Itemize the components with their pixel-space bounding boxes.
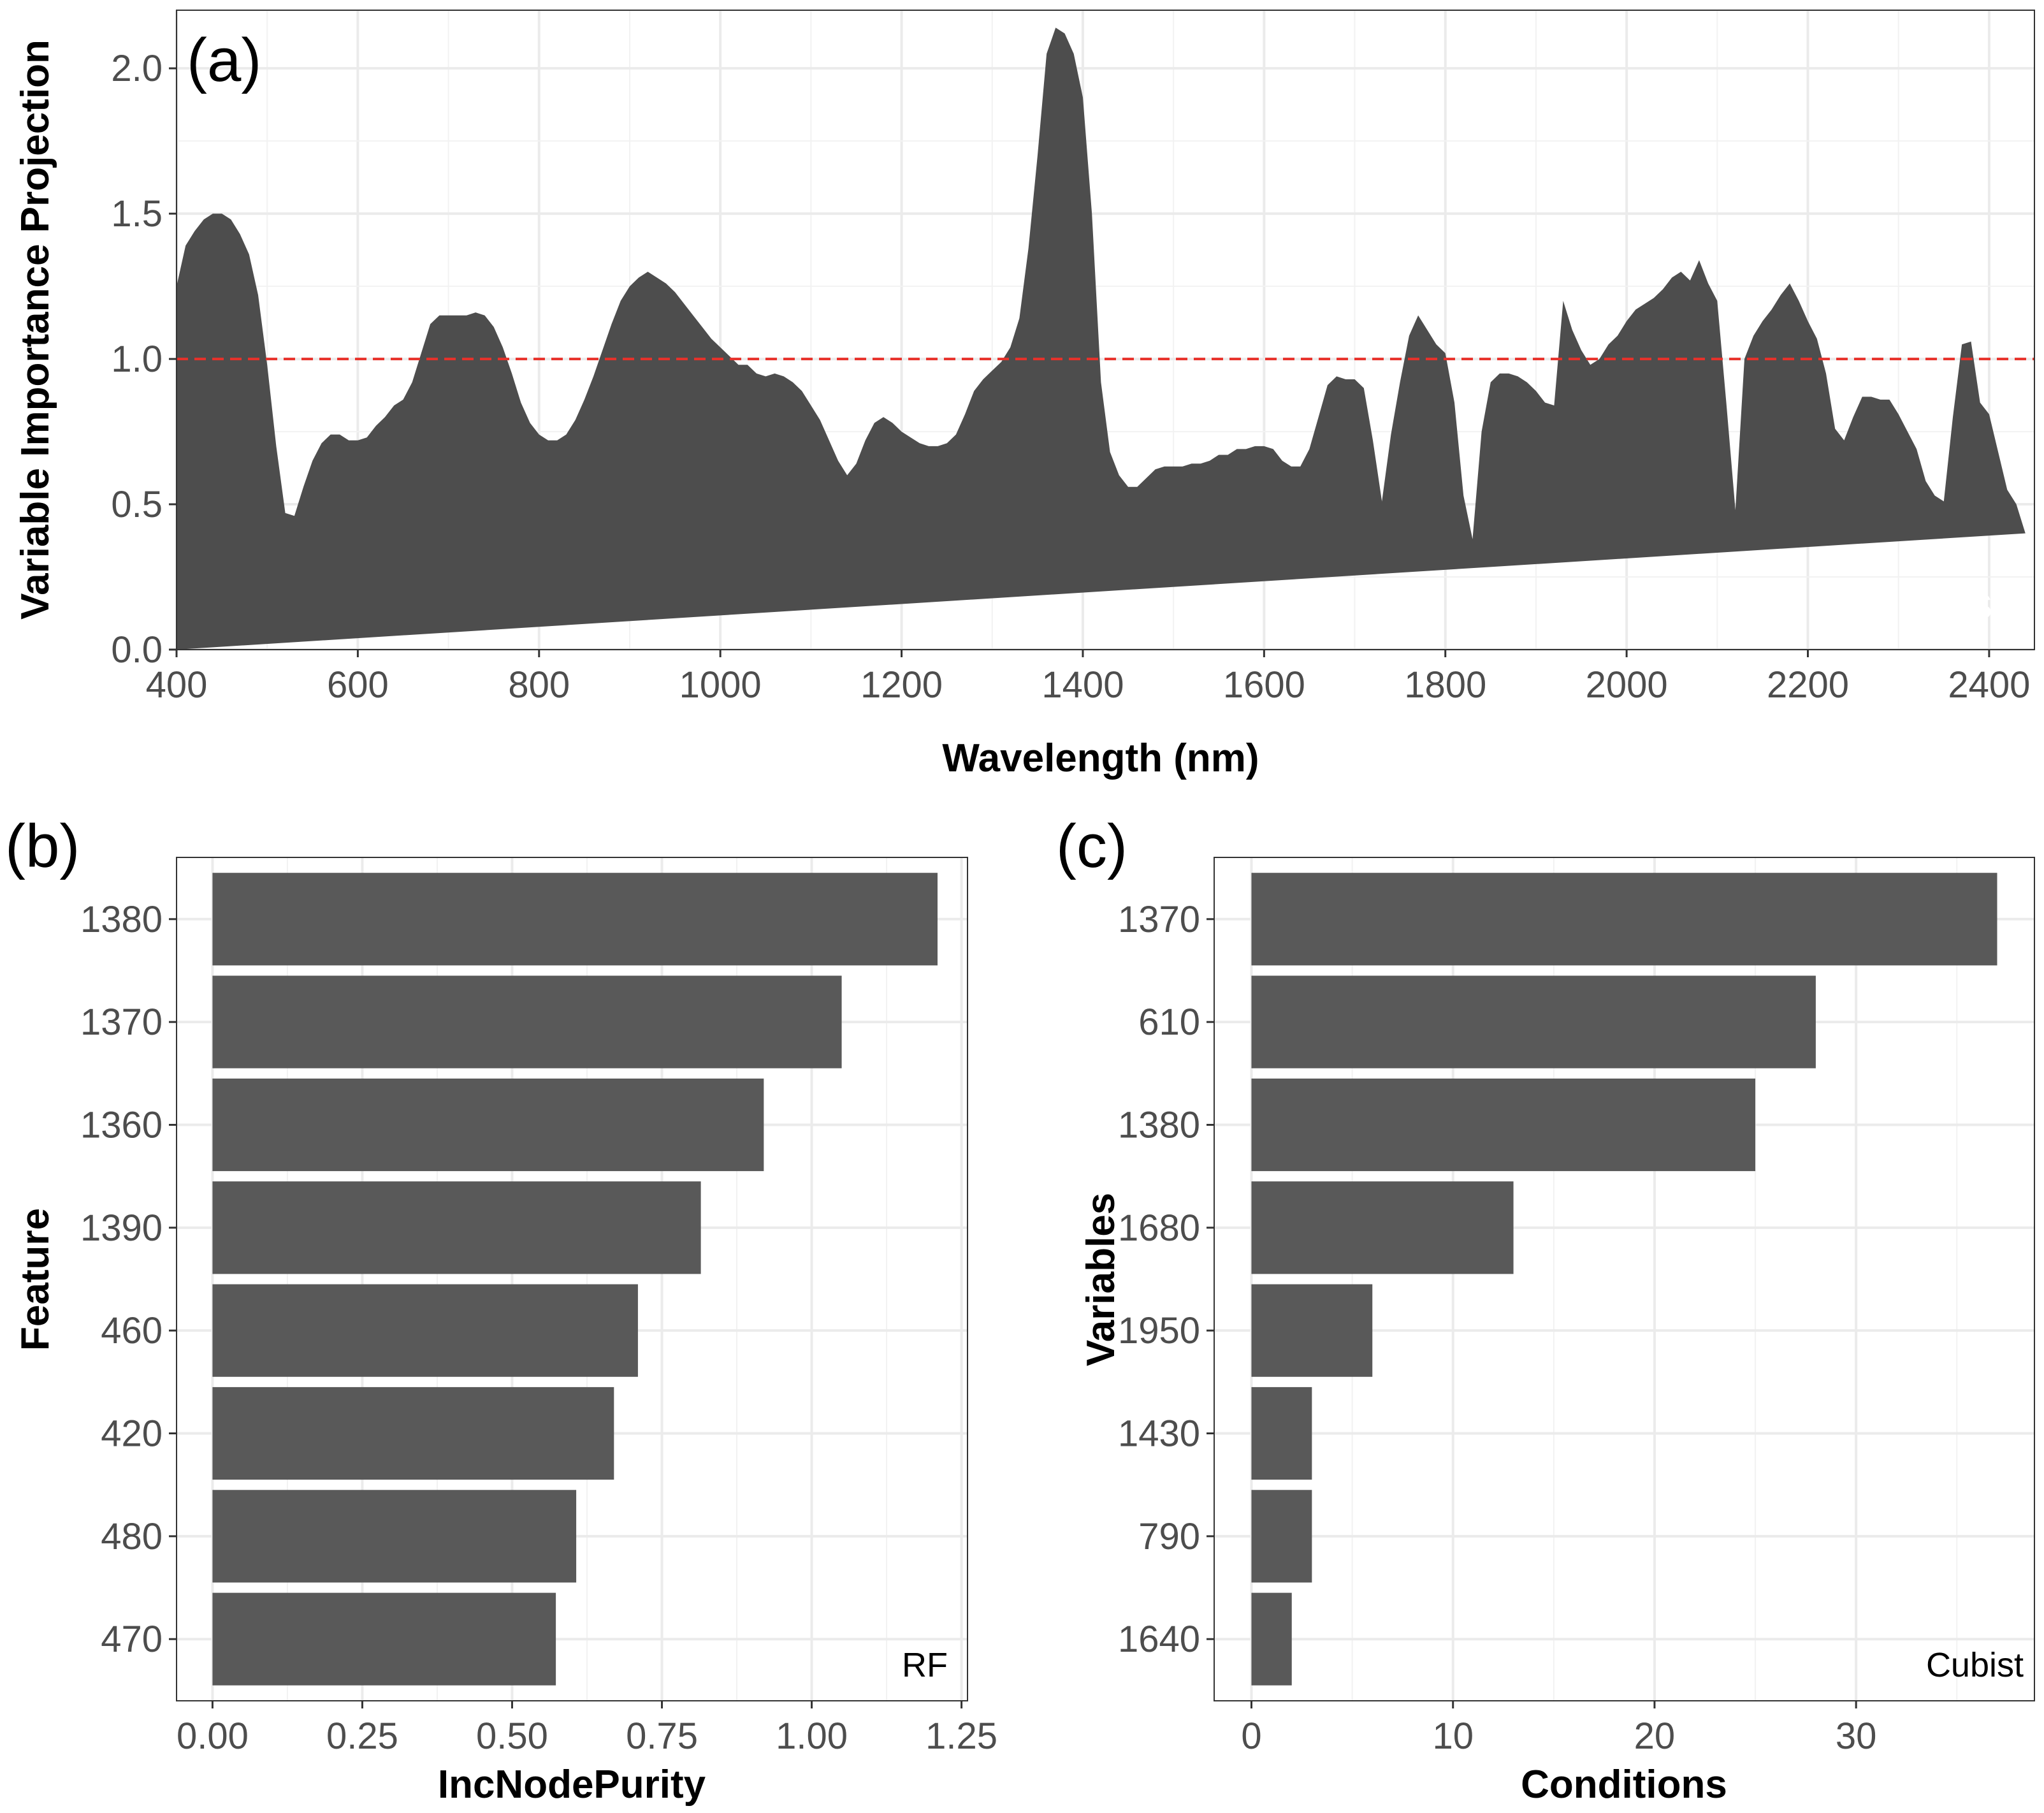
panel-c-y-tick-label: 1430 [1118,1413,1200,1455]
panel-a-y-tick-label: 2.0 [111,48,163,89]
panel-b-bar-470 [212,1592,556,1686]
panel-a: 400 600 800 1000 1200 1400 1600 1800 2000 2200 240… [13,10,2035,780]
panel-c-bar-1430 [1251,1387,1312,1480]
panel-b-x-tick-label: 0.50 [476,1715,548,1757]
panel-c-x-tick-label: 0 [1241,1715,1261,1757]
panel-c-y-tick-label: 1680 [1118,1207,1200,1249]
panel-b-bar-460 [212,1284,638,1377]
panel-c-bar-1370 [1251,873,1997,966]
panel-c-bar-1380 [1251,1078,1756,1172]
panel-a-y-tick-label: 1.5 [111,193,163,235]
panel-c-x-tick-label: 20 [1634,1715,1676,1757]
panel-c-ticks: 0 10 20 30 1370 610 1380 1680 1950 1430 790 1640 [1118,899,1876,1757]
panel-c-y-axis-title: Variables [1079,1193,1123,1366]
panel-a-tag: (a) [187,26,261,94]
panel-c-bar-790 [1251,1490,1312,1583]
panel-b-y-tick-label: 1370 [80,1001,163,1043]
panel-b-y-tick-label: 420 [101,1413,163,1455]
panel-b-y-tick-label: 1390 [80,1207,163,1249]
panel-a-y-tick-label: 1.0 [111,339,163,380]
panel-c-y-tick-label: 1380 [1118,1104,1200,1146]
panel-a-x-tick-label: 800 [508,664,570,706]
panel-b-bars [212,873,938,1686]
panel-c-y-tick-label: 1640 [1118,1619,1200,1660]
panel-a-x-tick-label: 1200 [860,664,943,706]
panel-c-bar-1640 [1251,1592,1292,1686]
panel-b-x-tick-label: 0.25 [326,1715,398,1757]
panel-b-frame [176,857,968,1701]
panel-c-tag: (c) [1056,812,1127,880]
panel-a-y-tick-label: 0.0 [111,629,163,671]
panel-b-y-tick-label: 1360 [80,1104,163,1146]
panel-a-x-tick-label: 2400 [1948,664,2030,706]
panel-a-model-label: PLSR [1927,588,2017,626]
panel-b-ticks: 0.00 0.25 0.50 0.75 1.00 1.25 1380 1370 1360 1390… [80,899,997,1757]
panel-a-y-tick-label: 0.5 [111,484,163,525]
panel-c-y-tick-label: 1950 [1118,1310,1200,1351]
panel-c-x-axis-title: Conditions [1521,1763,1727,1807]
panel-b-x-tick-label: 0.00 [177,1715,249,1757]
panel-a-frame [176,10,2035,650]
panel-c-y-tick-label: 1370 [1118,899,1200,940]
vip-area [177,27,2026,650]
panel-b-y-tick-label: 460 [101,1310,163,1351]
panel-a-x-tick-label: 1600 [1223,664,1305,706]
panel-b: 0.00 0.25 0.50 0.75 1.00 1.25 1380 1370 1360 1390… [5,812,997,1807]
panel-c: 0 10 20 30 1370 610 1380 1680 1950 1430 790 1640 (c… [1056,812,2035,1807]
panel-a-x-tick-label: 400 [146,664,208,706]
panel-b-bar-480 [212,1490,577,1583]
panel-a-x-tick-label: 1800 [1404,664,1486,706]
panel-c-bar-1680 [1251,1181,1514,1274]
panel-c-x-tick-label: 30 [1836,1715,1877,1757]
panel-c-model-label: Cubist [1926,1646,2024,1684]
panel-b-bar-1360 [212,1078,764,1172]
panel-c-bar-1950 [1251,1284,1373,1377]
panel-c-y-tick-label: 610 [1138,1001,1200,1043]
panel-a-x-tick-label: 1000 [679,664,762,706]
panel-b-y-tick-label: 470 [101,1619,163,1660]
panel-b-x-axis-title: IncNodePurity [438,1763,706,1807]
panel-b-x-tick-label: 1.25 [925,1715,997,1757]
panel-a-x-axis-title: Wavelength (nm) [942,736,1259,780]
panel-a-x-tick-label: 1400 [1041,664,1124,706]
panel-b-bar-420 [212,1387,614,1480]
panel-c-x-tick-label: 10 [1432,1715,1474,1757]
panel-b-bar-1370 [212,975,842,1068]
panel-b-tag: (b) [5,812,80,880]
panel-a-x-tick-label: 2000 [1586,664,1668,706]
panel-b-y-axis-title: Feature [13,1208,57,1351]
panel-a-ticks: 400 600 800 1000 1200 1400 1600 1800 2000 2200 240… [111,48,2030,706]
panel-b-x-tick-label: 0.75 [626,1715,698,1757]
panel-b-bar-1390 [212,1181,701,1274]
panel-c-bars [1251,873,1997,1686]
panel-c-frame [1214,857,2035,1701]
panel-a-x-tick-label: 2200 [1767,664,1849,706]
panel-b-y-tick-label: 1380 [80,899,163,940]
panel-b-model-label: RF [902,1646,948,1684]
panel-a-x-tick-label: 600 [327,664,389,706]
panel-a-y-axis-title: Variable Importance Projection [13,40,57,620]
panel-b-x-tick-label: 1.00 [776,1715,848,1757]
panel-b-y-tick-label: 480 [101,1516,163,1557]
panel-c-y-tick-label: 790 [1138,1516,1200,1557]
panel-b-bar-1380 [212,873,938,966]
panel-c-bar-610 [1251,975,1816,1068]
